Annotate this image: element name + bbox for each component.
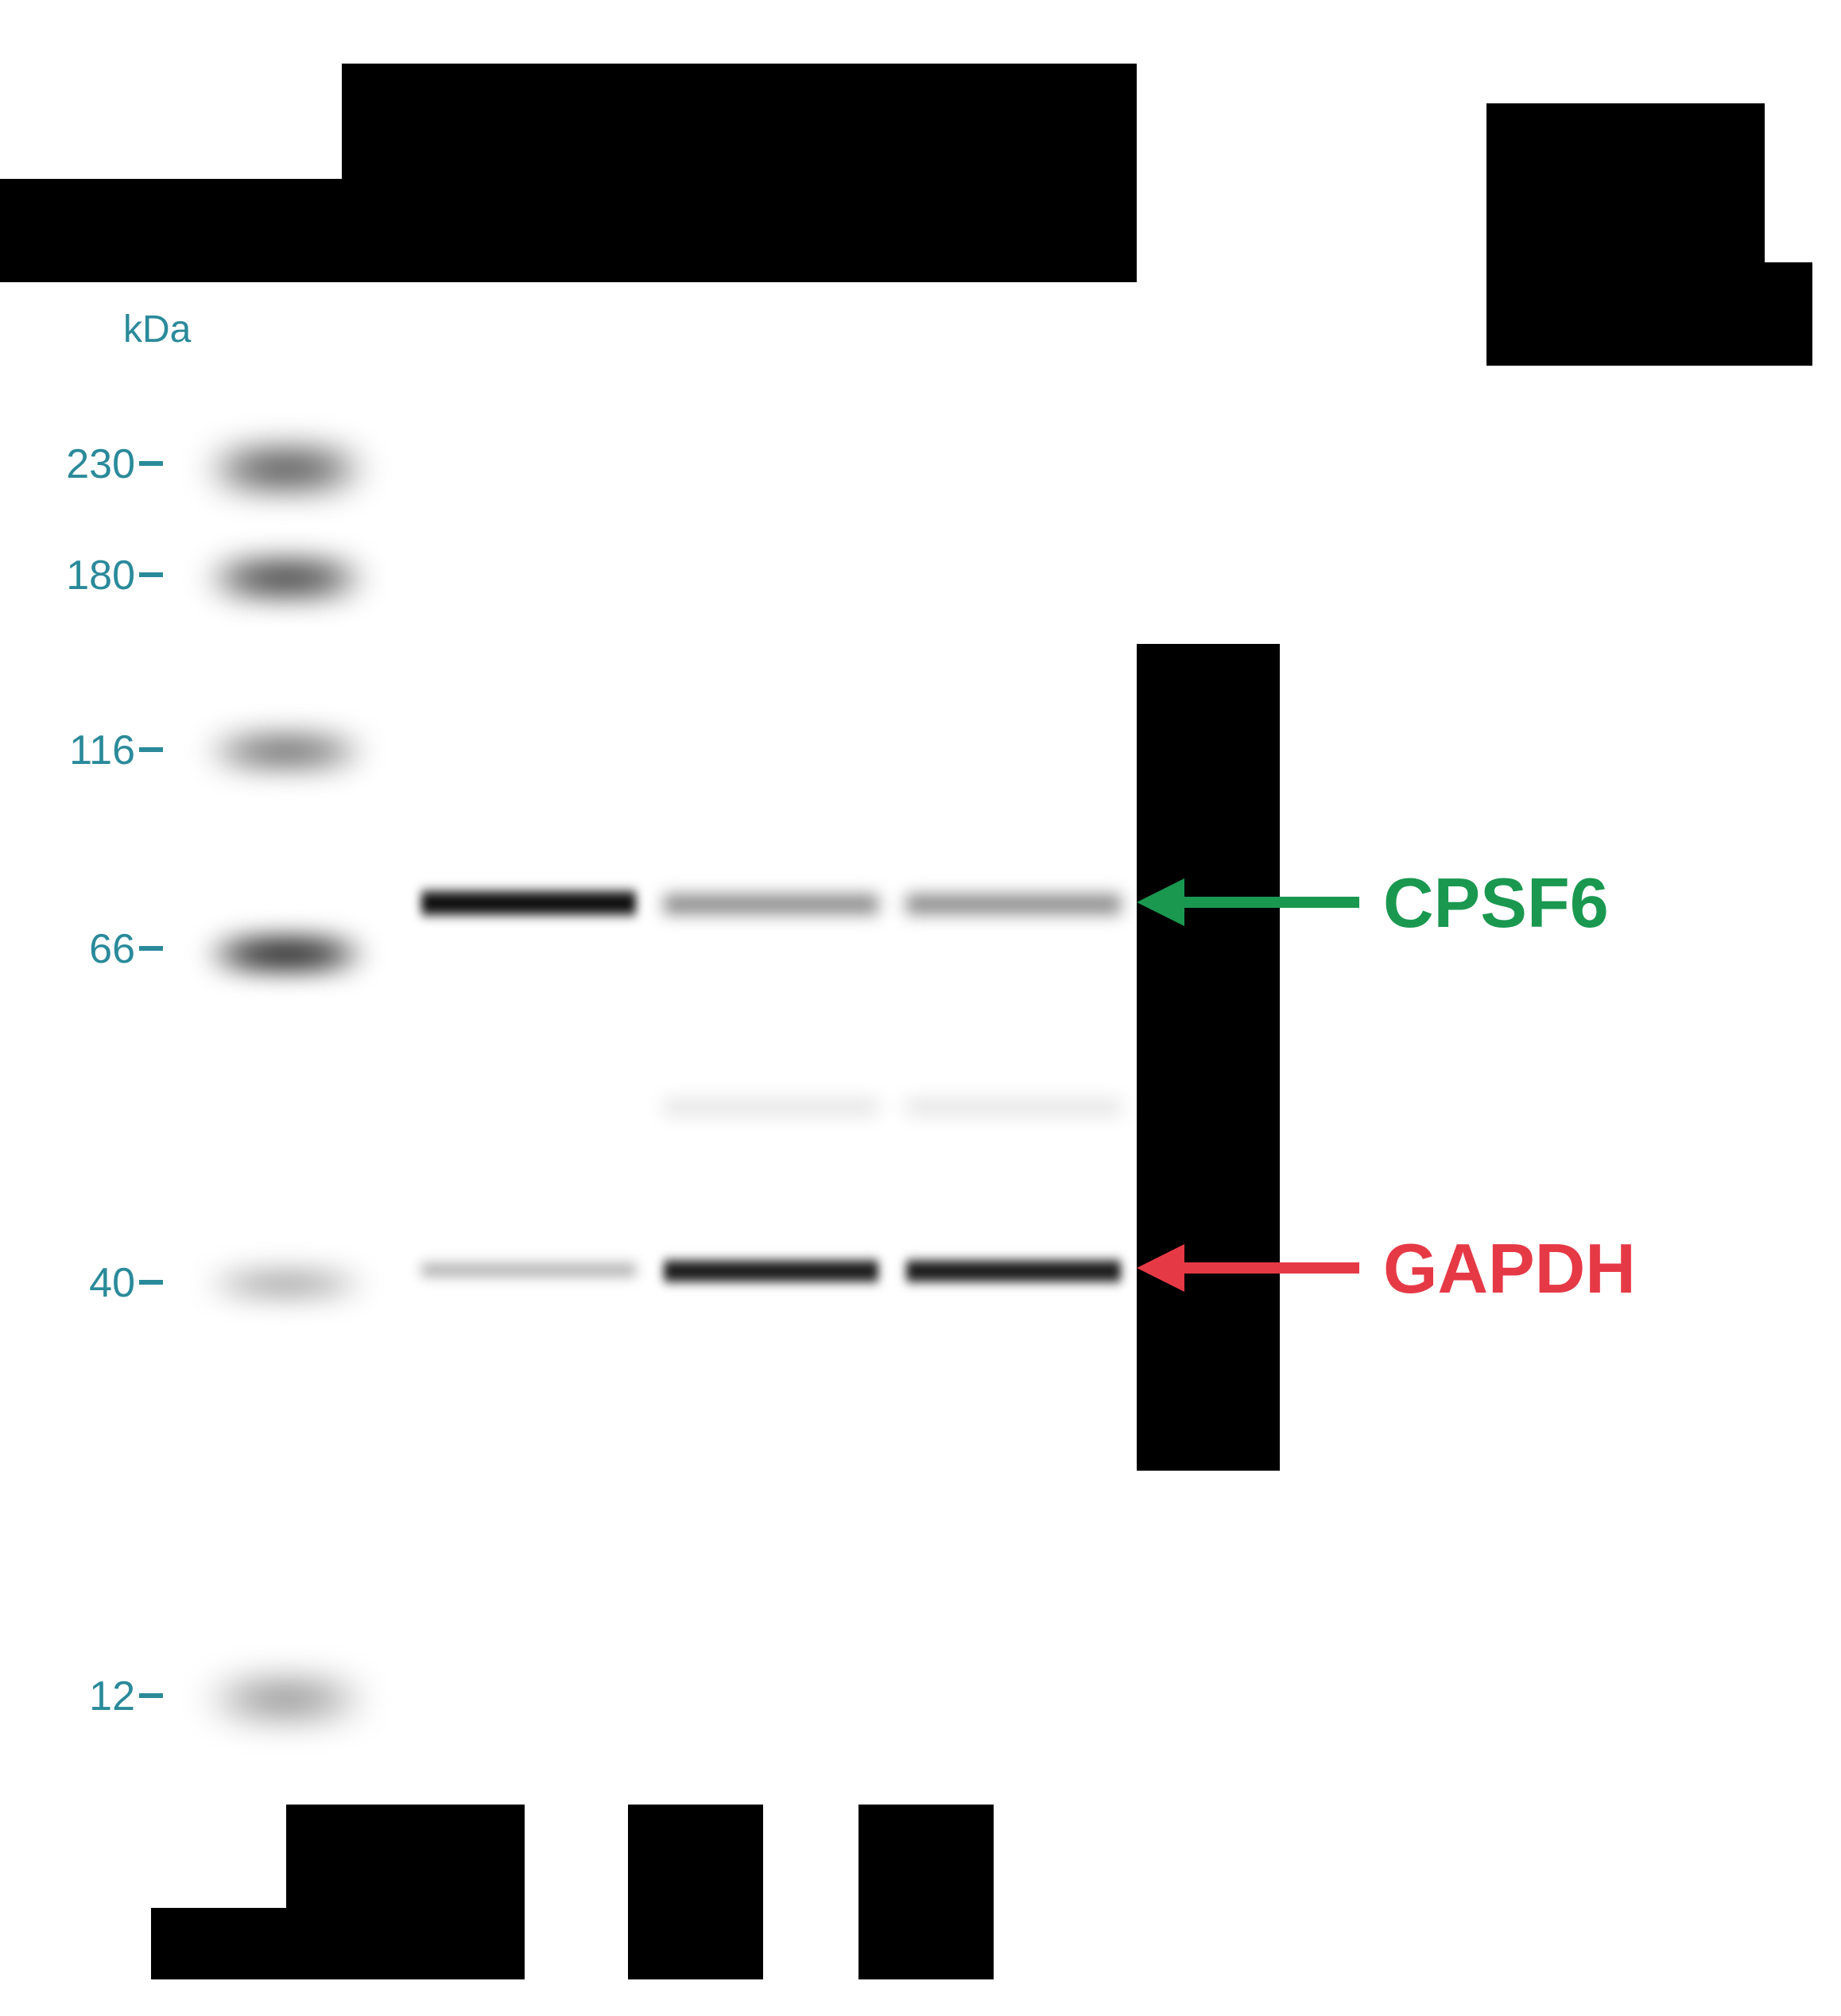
band (179, 1268, 393, 1300)
band (179, 1677, 393, 1721)
mw-tick-230 (139, 461, 163, 466)
band (179, 731, 393, 771)
redaction-box-bottom-1 (151, 1908, 286, 1979)
mw-tick-12 (139, 1693, 163, 1698)
western-blot-figure: kDa 230 180 116 66 40 12 (0, 0, 1841, 2016)
lane-sample-1 (421, 358, 636, 1757)
axis-unit-label: kDa (123, 308, 191, 351)
band-cpsf6 (906, 890, 1121, 918)
mw-marker-230: 230 (66, 440, 135, 488)
mw-tick-40 (139, 1280, 163, 1285)
mw-tick-180 (139, 572, 163, 577)
cpsf6-arrow-icon (1129, 866, 1367, 938)
redaction-box-topright-1 (1486, 103, 1765, 262)
band-cpsf6 (664, 890, 878, 918)
gapdh-arrow-icon (1129, 1232, 1367, 1304)
band-gapdh (664, 1256, 878, 1286)
lane-ladder (179, 358, 393, 1757)
mw-marker-66: 66 (89, 925, 135, 973)
band-gapdh (906, 1256, 1121, 1286)
redaction-box-side (1137, 644, 1280, 1471)
mw-marker-40: 40 (89, 1259, 135, 1307)
band-gapdh (421, 1260, 636, 1280)
redaction-box-bottom-4 (858, 1805, 994, 1979)
band-cpsf6 (421, 886, 636, 920)
band (179, 445, 393, 493)
mw-marker-180: 180 (66, 552, 135, 599)
redaction-box-topright-2 (1486, 262, 1812, 366)
mw-marker-12: 12 (89, 1673, 135, 1720)
mw-tick-66 (139, 946, 163, 951)
mw-tick-116 (139, 747, 163, 752)
mw-marker-116: 116 (69, 727, 135, 774)
cpsf6-arrow-label: CPSF6 (1383, 863, 1609, 944)
redaction-box-top-1 (0, 179, 342, 282)
band-faint (664, 1097, 878, 1117)
band (179, 934, 393, 974)
lane-sample-3 (906, 358, 1121, 1757)
redaction-box-top-2 (342, 64, 1137, 282)
band (179, 556, 393, 600)
band-faint (906, 1097, 1121, 1117)
lane-sample-2 (664, 358, 878, 1757)
redaction-box-bottom-2 (286, 1805, 525, 1979)
gapdh-arrow-label: GAPDH (1383, 1228, 1636, 1309)
redaction-box-bottom-3 (628, 1805, 763, 1979)
